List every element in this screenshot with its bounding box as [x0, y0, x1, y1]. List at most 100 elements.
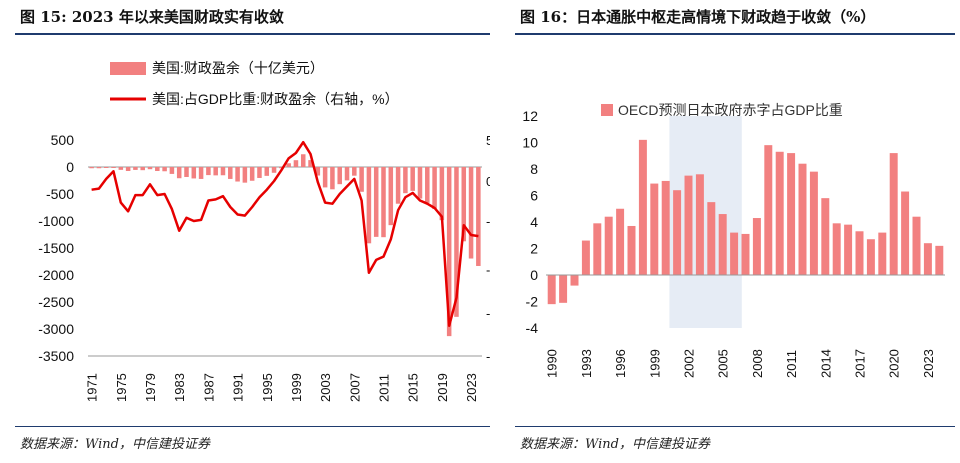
bar-2022 [912, 216, 921, 275]
bar-2000 [661, 180, 670, 275]
bar-2008 [752, 218, 761, 275]
y-tick-label: 10 [522, 135, 538, 151]
left-title-rule [15, 33, 490, 35]
bar-2018 [866, 239, 875, 275]
right-axis-tick-label: - [486, 214, 490, 229]
x-tick-label: 2005 [716, 349, 731, 378]
bar-1995 [604, 216, 613, 275]
x-tick-label: 2019 [435, 373, 450, 402]
x-tick-label: 1990 [545, 349, 560, 378]
bar-1981 [162, 167, 167, 172]
bar-1993 [249, 167, 255, 181]
x-tick-label: 1999 [647, 349, 662, 378]
right-axis-tick-label: - [486, 306, 490, 321]
y-tick-label: -4 [526, 320, 539, 336]
bar-2023 [923, 243, 932, 275]
bar-2013 [809, 171, 818, 275]
bar-1989 [220, 167, 226, 176]
bar-1978 [140, 167, 145, 171]
bar-1994 [257, 167, 262, 178]
bar-2008 [359, 167, 364, 192]
bar-1985 [191, 167, 197, 179]
bar-1997 [627, 225, 636, 275]
bar-2013 [395, 167, 401, 204]
x-tick-label: 2015 [406, 373, 421, 402]
bar-2010 [775, 151, 784, 275]
x-tick-label: 1995 [260, 373, 275, 402]
bar-1999 [650, 183, 659, 275]
x-tick-label: 1993 [579, 349, 594, 378]
y-tick-label: 12 [522, 108, 538, 124]
bar-2020 [889, 153, 898, 275]
bar-2017 [855, 231, 864, 275]
y-tick-label: 0 [66, 159, 74, 175]
bar-2000 [300, 154, 306, 167]
x-tick-label: 1991 [231, 373, 246, 402]
bar-1972 [96, 167, 102, 169]
y-tick-label: -3500 [38, 348, 74, 364]
right-panel: 图 16：日本通胀中枢走高情境下财政趋于收敛（%） OECD预测日本政府赤字占G… [500, 0, 960, 463]
left-source-note: 数据来源：Wind，中信建投证券 [20, 437, 210, 452]
x-tick-label: 1983 [172, 373, 187, 402]
bar-1974 [111, 167, 116, 168]
y-tick-label: 8 [530, 161, 538, 177]
bar-2019 [878, 232, 887, 275]
bar-1980 [155, 167, 160, 171]
bar-2005 [718, 214, 727, 275]
bar-2022 [461, 167, 467, 242]
right-axis-tick-label: - [486, 263, 490, 278]
bar-2001 [308, 160, 313, 167]
x-tick-label: 2003 [318, 373, 333, 402]
right-source-note: 数据来源：Wind，中信建投证券 [520, 437, 710, 452]
bar-1998 [638, 139, 647, 275]
bar-2007 [352, 167, 357, 176]
x-tick-label: 1971 [85, 373, 100, 402]
bar-2021 [454, 167, 459, 317]
bar-2011 [381, 167, 386, 238]
bar-2004 [330, 167, 335, 190]
bar-1991 [559, 275, 568, 303]
y-tick-label: -3000 [38, 321, 74, 337]
x-tick-label: 2014 [818, 349, 833, 378]
right-axis-tick-label: - [486, 349, 490, 364]
bar-2014 [403, 167, 408, 194]
bar-2012 [388, 167, 394, 226]
bar-2006 [344, 167, 350, 181]
bar-1975 [118, 167, 124, 170]
x-tick-label: 2011 [377, 374, 392, 402]
x-tick-label: 1996 [613, 349, 628, 378]
x-tick-label: 2017 [853, 349, 868, 378]
y-tick-label: -1000 [38, 213, 74, 229]
bar-1993 [581, 240, 590, 275]
y-tick-label: -1500 [38, 240, 74, 256]
line-gdp-ratio [91, 140, 479, 328]
bar-1988 [213, 167, 218, 176]
bar-1971 [89, 167, 94, 169]
right-chart-title: 图 16：日本通胀中枢走高情境下财政趋于收敛（%） [520, 8, 876, 26]
left-chart: 美国:财政盈余（十亿美元）美国:占GDP比重:财政盈余（右轴，%）5000-50… [38, 60, 490, 402]
y-tick-label: 6 [530, 188, 538, 204]
y-tick-label: -2000 [38, 267, 74, 283]
bar-2020 [446, 167, 452, 337]
bar-1973 [103, 167, 109, 168]
bar-1997 [279, 167, 284, 169]
bar-2005 [337, 167, 342, 185]
bar-1987 [206, 167, 211, 176]
bar-1976 [125, 167, 131, 171]
right-axis-tick-label: 0 [486, 174, 490, 189]
bar-1992 [242, 167, 248, 183]
y-tick-label: 2 [530, 241, 538, 257]
x-tick-label: 2002 [682, 349, 697, 378]
legend-bar-swatch [601, 104, 613, 116]
legend-bar-swatch [110, 62, 146, 75]
x-tick-label: 2020 [887, 349, 902, 378]
bar-2009 [764, 145, 773, 275]
bar-1995 [264, 167, 270, 176]
legend-line-label: 美国:占GDP比重:财政盈余（右轴，%） [152, 91, 399, 107]
bar-1986 [198, 167, 204, 179]
right-axis-tick-label: 5 [486, 133, 490, 148]
bar-1996 [271, 167, 277, 173]
x-tick-label: 1999 [289, 373, 304, 402]
bar-2003 [322, 167, 328, 188]
bar-1996 [616, 208, 625, 275]
